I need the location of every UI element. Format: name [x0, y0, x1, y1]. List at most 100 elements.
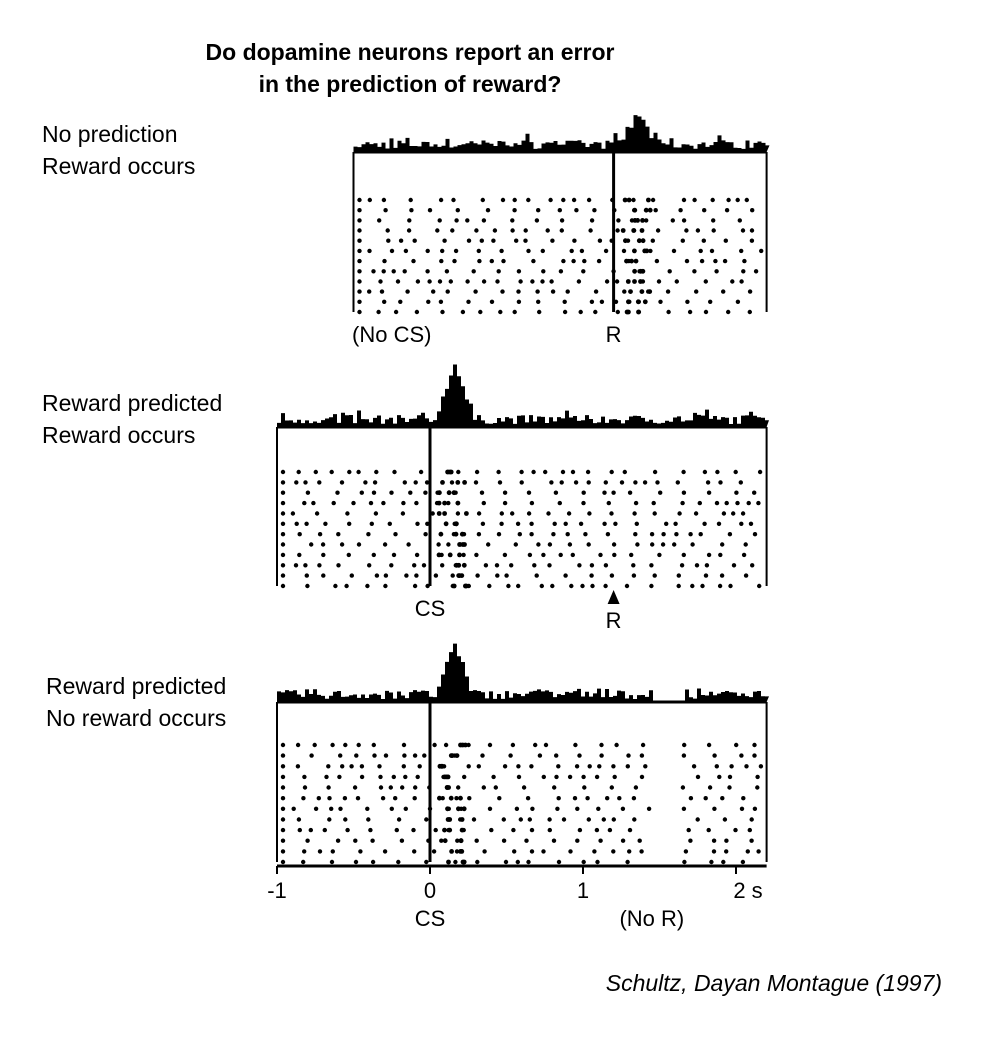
spike-dot	[461, 552, 466, 558]
spike-dot	[609, 785, 614, 790]
spike-dot	[577, 827, 583, 833]
spike-dot	[387, 521, 392, 526]
spike-dot	[425, 269, 430, 274]
spike-dot	[589, 218, 595, 223]
burst-spike-dot	[632, 207, 638, 213]
spike-dot	[403, 806, 408, 811]
burst-spike-dot	[647, 207, 653, 213]
spike-dot	[356, 742, 361, 748]
spike-dot	[684, 228, 689, 233]
spike-dot	[370, 838, 375, 843]
spike-dot	[552, 785, 557, 790]
spike-dot	[613, 299, 619, 304]
spike-dot	[322, 827, 327, 833]
spike-dot	[327, 796, 332, 801]
spike-dot	[547, 542, 553, 547]
spike-dot	[330, 849, 335, 854]
burst-spike-dot	[443, 521, 449, 527]
spike-dot	[703, 309, 709, 315]
spike-dot	[569, 583, 574, 589]
spike-dot	[678, 208, 683, 213]
spike-dot	[510, 218, 515, 223]
spike-dot	[356, 542, 362, 547]
spike-dot	[559, 218, 565, 223]
burst-spike-dot	[459, 573, 465, 578]
spike-dot	[649, 583, 654, 589]
spike-dot	[337, 774, 342, 780]
spike-dot	[518, 817, 523, 822]
burst-spike-dot	[463, 583, 469, 589]
spike-dot	[383, 583, 388, 589]
spike-dot	[495, 279, 500, 284]
spike-dot	[373, 511, 379, 516]
spike-dot	[321, 573, 326, 578]
panel-1-raster	[357, 197, 764, 315]
spike-dot	[744, 197, 749, 203]
spike-dot	[491, 774, 496, 780]
spike-dot	[691, 764, 697, 769]
spike-dot	[454, 796, 459, 801]
spike-dot	[500, 197, 506, 203]
spike-dot	[555, 806, 560, 811]
spike-dot	[721, 859, 726, 865]
spike-dot	[734, 742, 739, 748]
spike-dot	[718, 552, 723, 558]
spike-dot	[694, 289, 699, 294]
spike-dot	[471, 817, 477, 822]
panel-1-condition-line-1: No prediction	[42, 121, 178, 147]
spike-dot	[652, 511, 657, 516]
spike-dot	[595, 859, 600, 865]
spike-dot	[582, 258, 587, 264]
spike-dot	[622, 469, 627, 475]
spike-dot	[743, 542, 748, 547]
burst-spike-dot	[642, 299, 648, 305]
spike-dot	[497, 796, 502, 801]
spike-dot	[621, 248, 627, 254]
spike-dot	[426, 838, 431, 843]
spike-dot	[430, 511, 435, 516]
spike-dot	[391, 269, 396, 274]
spike-dot	[706, 490, 712, 495]
spike-dot	[727, 785, 732, 790]
spike-dot	[444, 269, 450, 274]
spike-dot	[389, 563, 394, 568]
spike-dot	[744, 764, 749, 769]
spike-dot	[675, 480, 680, 485]
spike-dot	[466, 238, 472, 243]
spike-dot	[639, 849, 644, 854]
spike-dot	[473, 480, 479, 485]
spike-dot	[509, 563, 514, 568]
spike-dot	[516, 299, 522, 304]
spike-dot	[501, 817, 506, 822]
spike-dot	[639, 774, 645, 780]
spike-dot	[474, 228, 479, 233]
spike-dot	[755, 774, 760, 780]
spike-dot	[633, 480, 638, 485]
spike-dot	[583, 532, 588, 537]
spike-dot	[494, 563, 500, 568]
spike-dot	[329, 859, 335, 865]
spike-dot	[720, 542, 725, 547]
spike-dot	[681, 806, 687, 811]
spike-dot	[631, 563, 636, 568]
spike-dot	[423, 490, 428, 495]
burst-spike-dot	[442, 774, 448, 780]
spike-dot	[616, 218, 621, 223]
spike-dot	[734, 490, 739, 495]
spike-dot	[438, 197, 444, 203]
spike-dot	[692, 197, 697, 203]
panel-2-histogram-bars	[277, 364, 769, 427]
spike-dot	[619, 480, 625, 485]
burst-spike-dot	[461, 562, 467, 568]
spike-dot	[615, 309, 620, 315]
spike-dot	[510, 228, 515, 233]
spike-dot	[752, 753, 757, 758]
spike-dot	[511, 827, 516, 833]
spike-dot	[401, 500, 406, 506]
spike-dot	[367, 248, 372, 254]
spike-dot	[474, 838, 479, 843]
spike-dot	[724, 849, 729, 854]
burst-spike-dot	[647, 289, 653, 294]
spike-dot	[627, 827, 633, 833]
spike-dot	[563, 521, 568, 526]
